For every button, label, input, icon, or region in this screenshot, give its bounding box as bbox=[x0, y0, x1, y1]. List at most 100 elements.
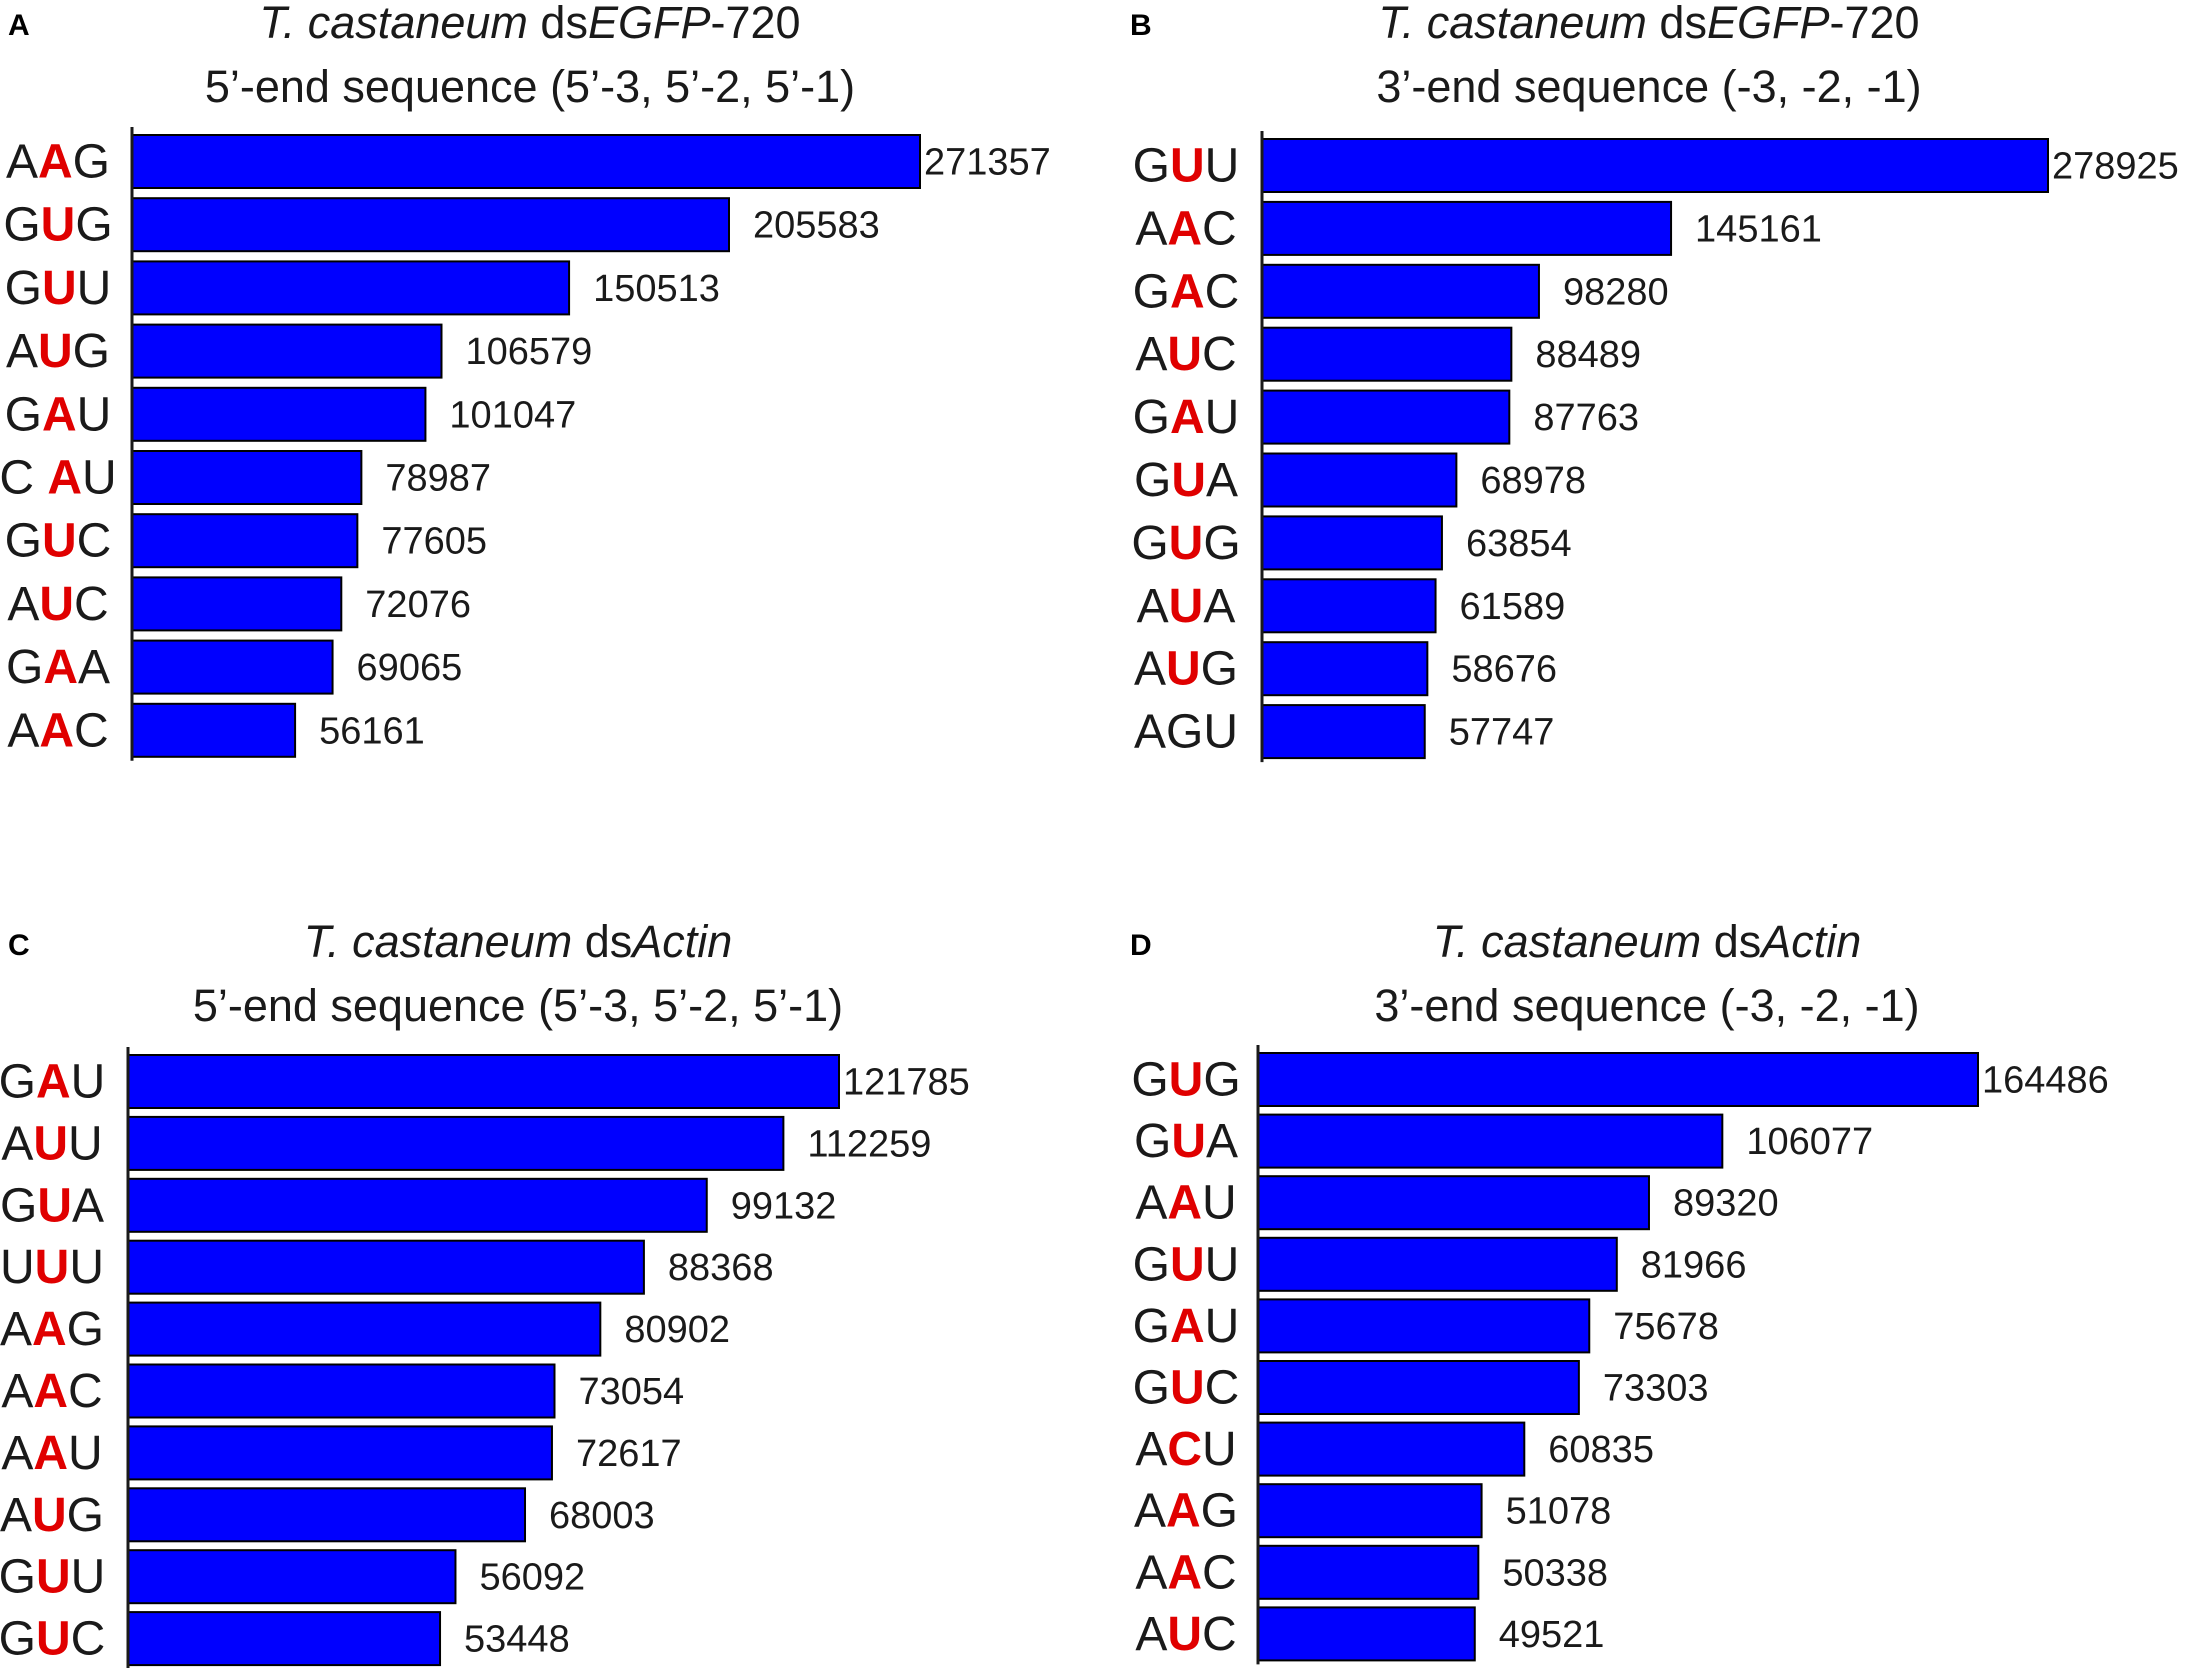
chart-title: T. castaneum dsActin bbox=[1433, 916, 1862, 967]
value-label: 51078 bbox=[1506, 1491, 1612, 1533]
category-label: GUG bbox=[3, 199, 112, 252]
category-label: GAU bbox=[0, 1056, 105, 1109]
category-label: AUG bbox=[6, 325, 110, 378]
category-label: GUC bbox=[1133, 1362, 1240, 1415]
bar bbox=[1261, 389, 1511, 445]
bar bbox=[1261, 704, 1426, 760]
category-label: UUU bbox=[0, 1241, 104, 1294]
value-label: 50338 bbox=[1502, 1552, 1608, 1594]
bar bbox=[131, 260, 571, 316]
value-label: 61589 bbox=[1460, 586, 1566, 628]
value-label: 150513 bbox=[593, 268, 720, 310]
bar bbox=[131, 450, 363, 505]
value-label: 56161 bbox=[319, 710, 425, 752]
value-label: 78987 bbox=[385, 458, 491, 500]
bar bbox=[127, 1549, 457, 1605]
category-label: AUG bbox=[0, 1489, 104, 1542]
bar bbox=[131, 513, 359, 569]
category-label: AAU bbox=[1, 1427, 102, 1480]
category-label: AAC bbox=[7, 704, 108, 757]
category-label: GAU bbox=[1133, 1300, 1240, 1353]
category-label: GUG bbox=[1131, 517, 1240, 570]
value-label: 145161 bbox=[1695, 208, 1822, 250]
value-label: 49521 bbox=[1499, 1614, 1605, 1656]
bar bbox=[1257, 1606, 1476, 1662]
value-label: 53448 bbox=[464, 1619, 570, 1661]
bar bbox=[1261, 326, 1513, 382]
bar bbox=[131, 702, 297, 758]
value-label: 88368 bbox=[668, 1247, 774, 1289]
category-label: C AU bbox=[0, 452, 117, 505]
category-label: AUC bbox=[1135, 1608, 1236, 1661]
chart-subtitle: 3’-end sequence (-3, -2, -1) bbox=[1374, 980, 1919, 1031]
bar bbox=[1257, 1298, 1591, 1354]
value-label: 75678 bbox=[1613, 1306, 1719, 1348]
value-label: 72076 bbox=[365, 584, 471, 626]
category-label: AAC bbox=[1135, 202, 1236, 255]
category-label: AUC bbox=[1135, 328, 1236, 381]
category-label: AAC bbox=[1, 1365, 102, 1418]
chart-subtitle: 5’-end sequence (5’-3, 5’-2, 5’-1) bbox=[193, 980, 843, 1031]
bar bbox=[127, 1425, 553, 1481]
value-label: 112259 bbox=[807, 1123, 931, 1165]
panel-letter: A bbox=[8, 9, 30, 42]
category-label: GUU bbox=[5, 262, 112, 315]
category-label: AGU bbox=[1134, 706, 1238, 759]
bar bbox=[1257, 1360, 1580, 1415]
value-label: 77605 bbox=[381, 521, 487, 563]
value-label: 106579 bbox=[465, 331, 592, 373]
category-label: GUC bbox=[5, 515, 112, 568]
category-label: GUC bbox=[0, 1613, 105, 1666]
value-label: 271357 bbox=[924, 142, 1051, 184]
value-label: 56092 bbox=[479, 1557, 585, 1599]
bar bbox=[1261, 515, 1443, 571]
value-label: 106077 bbox=[1746, 1121, 1873, 1163]
bar bbox=[1257, 1175, 1650, 1231]
value-label: 121785 bbox=[843, 1062, 970, 1104]
bar bbox=[1261, 578, 1437, 634]
panel-letter: D bbox=[1130, 929, 1152, 962]
chart-title: T. castaneum dsEGFP-720 bbox=[259, 0, 800, 48]
category-label: GAU bbox=[5, 388, 112, 441]
category-label: AAC bbox=[1135, 1546, 1236, 1599]
value-label: 73054 bbox=[579, 1371, 685, 1413]
bar bbox=[131, 323, 443, 379]
panel-b: B T. castaneum dsEGFP-720 3’-end sequence … bbox=[1130, 0, 2179, 763]
panel-a: A T. castaneum dsEGFP-720 5’-end sequence … bbox=[0, 0, 1051, 761]
value-label: 69065 bbox=[357, 647, 463, 689]
value-label: 89320 bbox=[1673, 1183, 1779, 1225]
value-label: 98280 bbox=[1563, 271, 1669, 313]
bar bbox=[1261, 641, 1429, 697]
chart-subtitle: 3’-end sequence (-3, -2, -1) bbox=[1376, 61, 1921, 112]
value-label: 81966 bbox=[1641, 1244, 1747, 1286]
category-label: GAU bbox=[1133, 391, 1240, 444]
value-label: 72617 bbox=[576, 1433, 682, 1475]
category-label: GUA bbox=[0, 1179, 104, 1232]
value-label: 205583 bbox=[753, 205, 880, 247]
bar bbox=[127, 1239, 645, 1295]
bar bbox=[1257, 1052, 1979, 1107]
bar bbox=[1257, 1544, 1480, 1600]
bar bbox=[1257, 1113, 1724, 1169]
category-label: AAG bbox=[6, 136, 110, 189]
bar bbox=[127, 1487, 527, 1543]
bar bbox=[127, 1611, 442, 1667]
category-label: GUG bbox=[1131, 1054, 1240, 1107]
category-label: AUG bbox=[1134, 643, 1238, 696]
value-label: 68978 bbox=[1480, 460, 1586, 502]
value-label: 60835 bbox=[1548, 1429, 1654, 1471]
value-label: 73303 bbox=[1603, 1368, 1709, 1410]
bar bbox=[131, 576, 343, 632]
bar bbox=[1261, 263, 1540, 319]
value-label: 164486 bbox=[1982, 1060, 2109, 1102]
category-label: AUA bbox=[1137, 580, 1236, 633]
category-label: GAA bbox=[6, 641, 110, 694]
category-label: AUU bbox=[1, 1117, 102, 1170]
category-label: GAC bbox=[1133, 265, 1240, 318]
category-label: GUA bbox=[1134, 1115, 1238, 1168]
category-label: GUU bbox=[1133, 140, 1240, 193]
value-label: 87763 bbox=[1533, 397, 1639, 439]
bar bbox=[131, 134, 921, 189]
value-label: 57747 bbox=[1449, 712, 1555, 754]
